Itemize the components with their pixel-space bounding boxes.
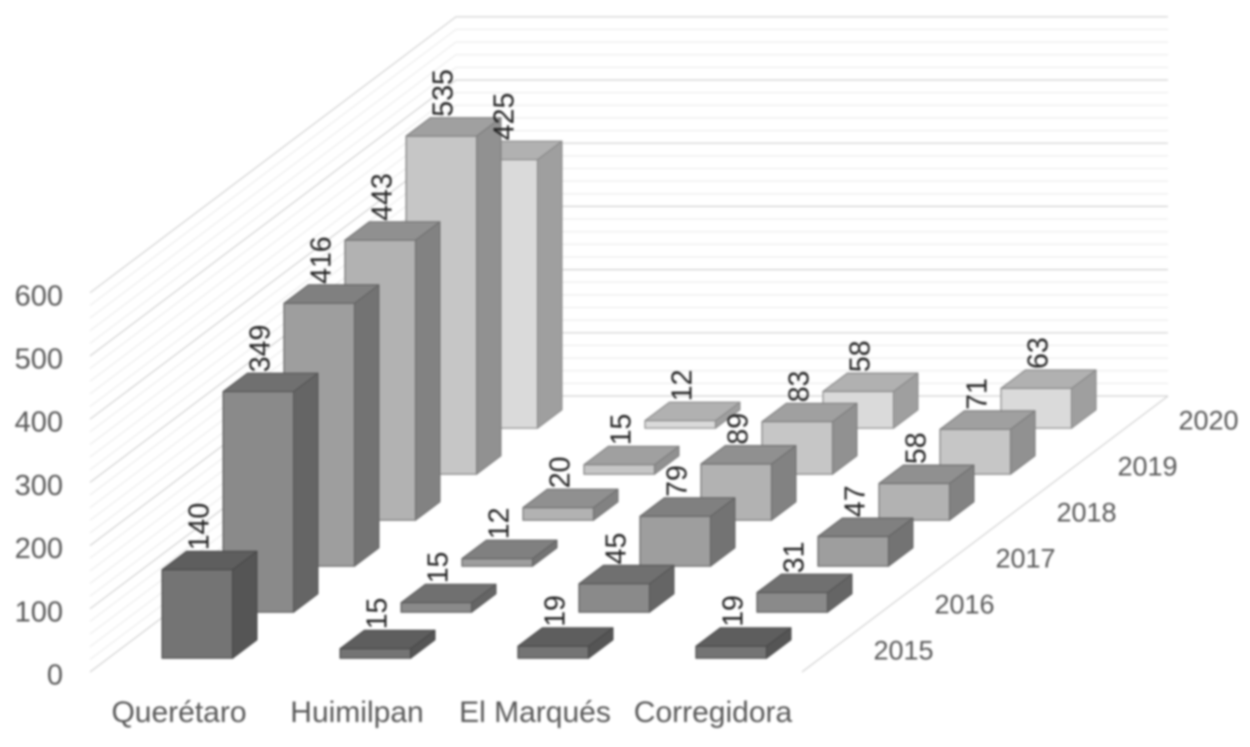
svg-text:300: 300 bbox=[15, 470, 63, 502]
svg-text:45: 45 bbox=[601, 533, 633, 565]
svg-text:15: 15 bbox=[362, 598, 394, 630]
svg-text:2017: 2017 bbox=[996, 544, 1056, 574]
svg-text:79: 79 bbox=[662, 465, 694, 497]
svg-text:2019: 2019 bbox=[1118, 452, 1178, 482]
svg-text:416: 416 bbox=[306, 236, 338, 284]
svg-text:600: 600 bbox=[15, 280, 63, 312]
svg-text:El Marqués: El Marqués bbox=[459, 696, 611, 729]
svg-text:140: 140 bbox=[184, 503, 216, 551]
svg-text:89: 89 bbox=[723, 413, 755, 445]
svg-text:2015: 2015 bbox=[874, 636, 934, 666]
svg-text:Querétaro: Querétaro bbox=[111, 696, 246, 729]
svg-text:19: 19 bbox=[540, 595, 572, 627]
svg-text:443: 443 bbox=[367, 173, 399, 221]
svg-text:535: 535 bbox=[428, 69, 460, 117]
svg-text:58: 58 bbox=[901, 432, 933, 464]
svg-text:Corregidora: Corregidora bbox=[634, 696, 793, 729]
svg-text:15: 15 bbox=[606, 414, 638, 446]
svg-text:0: 0 bbox=[47, 660, 63, 692]
svg-text:425: 425 bbox=[489, 93, 521, 141]
svg-text:500: 500 bbox=[15, 344, 63, 376]
svg-text:2016: 2016 bbox=[935, 590, 995, 620]
svg-text:200: 200 bbox=[15, 533, 63, 565]
svg-text:19: 19 bbox=[718, 595, 750, 627]
svg-text:2020: 2020 bbox=[1179, 406, 1239, 436]
svg-text:71: 71 bbox=[962, 378, 994, 410]
svg-text:Huimilpan: Huimilpan bbox=[290, 696, 423, 729]
svg-text:58: 58 bbox=[845, 340, 877, 372]
svg-text:15: 15 bbox=[423, 552, 455, 584]
svg-text:12: 12 bbox=[667, 369, 699, 401]
svg-text:2018: 2018 bbox=[1057, 498, 1117, 528]
svg-text:31: 31 bbox=[779, 541, 811, 573]
svg-text:63: 63 bbox=[1023, 337, 1055, 369]
svg-text:100: 100 bbox=[15, 596, 63, 628]
svg-text:47: 47 bbox=[840, 485, 872, 517]
svg-text:349: 349 bbox=[245, 325, 277, 373]
svg-text:83: 83 bbox=[784, 371, 816, 403]
svg-text:20: 20 bbox=[545, 456, 577, 488]
svg-text:12: 12 bbox=[484, 507, 516, 539]
svg-text:400: 400 bbox=[15, 407, 63, 439]
